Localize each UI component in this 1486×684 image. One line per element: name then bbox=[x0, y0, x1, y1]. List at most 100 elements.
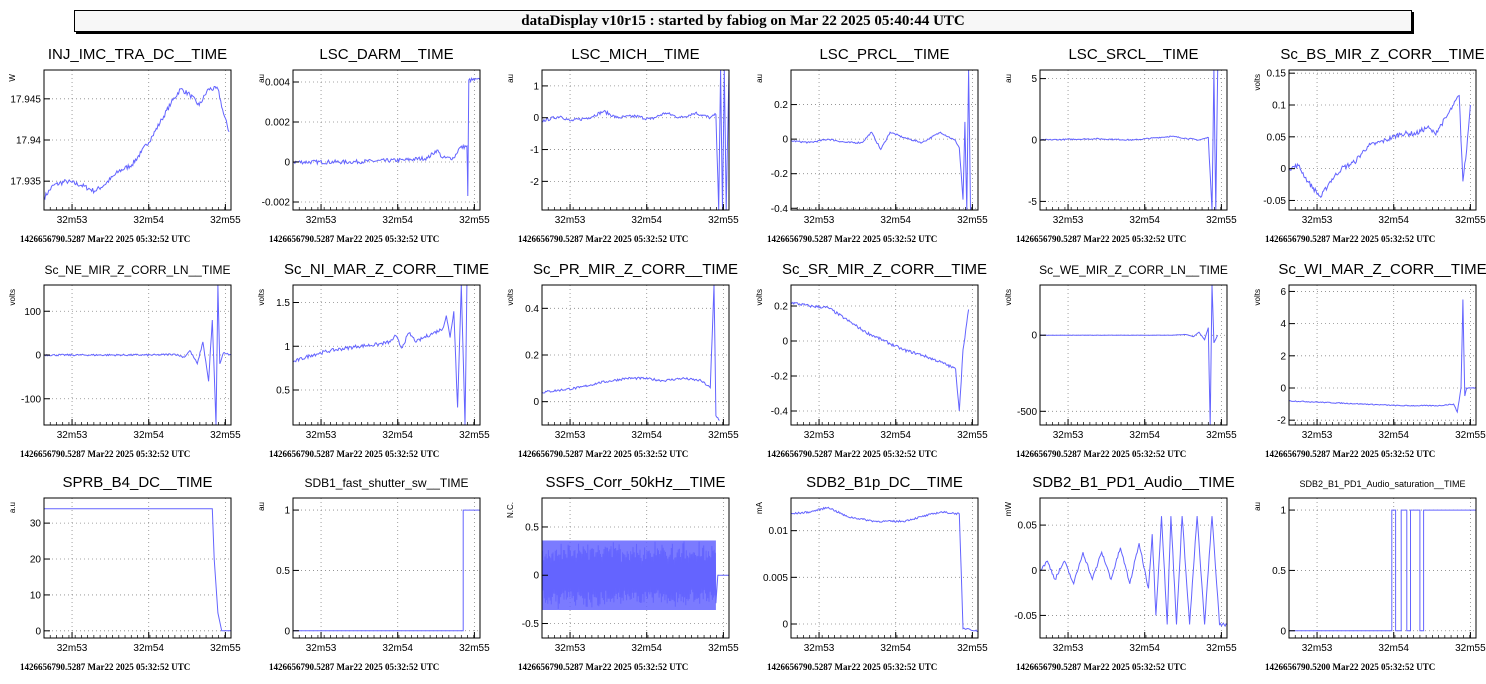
plot-title: SSFS_Corr_50kHz__TIME bbox=[545, 474, 725, 491]
trace-line bbox=[791, 69, 971, 211]
x-tick-label: 32m54 bbox=[1129, 215, 1160, 226]
y-tick-label: -500 bbox=[1017, 407, 1037, 418]
y-tick-label: 0 bbox=[782, 135, 788, 146]
y-tick-label: -100 bbox=[21, 394, 41, 405]
y-tick-label: 20 bbox=[30, 555, 42, 566]
x-tick-label: 32m53 bbox=[57, 215, 88, 226]
x-tick-label: 32m55 bbox=[1455, 643, 1486, 654]
gps-timestamp: 1426656790.5200 Mar22 2025 05:32:52 UTC bbox=[1265, 662, 1435, 672]
plot-title: LSC_PRCL__TIME bbox=[819, 46, 949, 63]
gps-timestamp: 1426656790.5287 Mar22 2025 05:32:52 UTC bbox=[767, 662, 937, 672]
plot-title: INJ_IMC_TRA_DC__TIME bbox=[48, 46, 227, 63]
y-tick-label: -0.2 bbox=[771, 169, 789, 180]
y-axis-unit: au bbox=[1004, 74, 1013, 83]
y-tick-label: 0.05 bbox=[1018, 521, 1038, 532]
y-tick-label: 1 bbox=[284, 342, 290, 353]
y-tick-label: 1 bbox=[1280, 506, 1286, 517]
y-tick-label: 1 bbox=[533, 81, 539, 92]
x-tick-label: 32m53 bbox=[1302, 430, 1333, 441]
x-tick-label: 32m55 bbox=[708, 215, 739, 226]
plot-17: SDB2_B1_PD1_Audio__TIME mW 32m53 32m54 32m55… bbox=[1004, 474, 1237, 672]
x-tick-label: 32m55 bbox=[210, 430, 241, 441]
x-tick-label: 32m53 bbox=[306, 430, 337, 441]
y-tick-label: 0.2 bbox=[774, 100, 788, 111]
y-tick-label: 0 bbox=[533, 113, 539, 124]
y-tick-label: 0 bbox=[1031, 566, 1037, 577]
y-axis-unit: volts bbox=[1253, 289, 1262, 305]
gps-timestamp: 1426656790.5287 Mar22 2025 05:32:52 UTC bbox=[269, 662, 439, 672]
y-tick-label: 0 bbox=[35, 626, 41, 637]
y-tick-label: -2 bbox=[530, 177, 539, 188]
gps-timestamp: 1426656790.5287 Mar22 2025 05:32:52 UTC bbox=[20, 662, 190, 672]
trace-line bbox=[293, 509, 480, 632]
y-axis-unit: volts bbox=[8, 289, 17, 305]
y-tick-label: 0.1 bbox=[1272, 101, 1286, 112]
y-tick-label: 0 bbox=[35, 351, 41, 362]
y-tick-label: 1 bbox=[284, 506, 290, 517]
y-tick-label: -1 bbox=[530, 145, 539, 156]
trace-line bbox=[541, 284, 720, 421]
y-tick-label: 0 bbox=[1280, 626, 1286, 637]
y-tick-label: 0.5 bbox=[276, 566, 290, 577]
plot-title: Sc_BS_MIR_Z_CORR__TIME bbox=[1280, 46, 1484, 63]
y-tick-label: -0.05 bbox=[1263, 196, 1286, 207]
y-tick-label: 0 bbox=[1031, 136, 1037, 147]
y-tick-label: 30 bbox=[30, 519, 42, 530]
plot-title: SDB2_B1p_DC__TIME bbox=[806, 474, 963, 491]
y-tick-label: 0 bbox=[782, 620, 788, 631]
y-axis-unit: a.u bbox=[8, 502, 17, 513]
y-tick-label: 0.005 bbox=[763, 573, 788, 584]
x-tick-label: 32m55 bbox=[1206, 215, 1237, 226]
x-tick-label: 32m55 bbox=[708, 430, 739, 441]
x-tick-label: 32m55 bbox=[210, 643, 241, 654]
plot-title: LSC_MICH__TIME bbox=[571, 46, 699, 63]
trace-envelope bbox=[542, 540, 716, 610]
x-tick-label: 32m53 bbox=[555, 215, 586, 226]
plot-16: SDB2_B1p_DC__TIME mA 32m53 32m54 32m55 0 0.005… bbox=[755, 474, 988, 672]
y-tick-label: 0.2 bbox=[525, 351, 539, 362]
trace-line bbox=[292, 76, 481, 197]
plot-title: Sc_WE_MIR_Z_CORR_LN__TIME bbox=[1039, 263, 1228, 277]
y-tick-label: 0.4 bbox=[525, 304, 539, 315]
y-tick-label: 0 bbox=[1280, 383, 1286, 394]
trace-line bbox=[1288, 94, 1471, 199]
x-tick-label: 32m53 bbox=[1302, 643, 1333, 654]
x-tick-label: 32m55 bbox=[1206, 430, 1237, 441]
y-tick-label: 17.935 bbox=[10, 177, 41, 188]
x-tick-label: 32m53 bbox=[57, 430, 88, 441]
y-tick-label: 0.15 bbox=[1267, 69, 1287, 80]
y-tick-label: -0.002 bbox=[262, 198, 291, 209]
y-axis-unit: mW bbox=[1004, 502, 1013, 517]
plot-title: SDB2_B1_PD1_Audio_saturation__TIME bbox=[1299, 479, 1465, 489]
y-tick-label: 1.5 bbox=[276, 298, 290, 309]
y-tick-label: 4 bbox=[1280, 319, 1286, 330]
y-tick-label: -0.4 bbox=[771, 407, 789, 418]
display-title: dataDisplay v10r15 : started by fabiog o… bbox=[74, 10, 1412, 32]
gps-timestamp: 1426656790.5287 Mar22 2025 05:32:52 UTC bbox=[1265, 449, 1435, 459]
x-tick-label: 32m53 bbox=[1053, 430, 1084, 441]
x-tick-label: 32m55 bbox=[459, 643, 490, 654]
x-tick-label: 32m53 bbox=[306, 643, 337, 654]
y-tick-label: 10 bbox=[30, 590, 42, 601]
x-tick-label: 32m54 bbox=[1129, 643, 1160, 654]
y-tick-label: -2 bbox=[1277, 416, 1286, 427]
trace-line bbox=[1039, 284, 1219, 426]
x-tick-label: 32m54 bbox=[1378, 643, 1409, 654]
x-tick-label: 32m55 bbox=[459, 430, 490, 441]
y-tick-label: -0.05 bbox=[1014, 611, 1037, 622]
y-tick-label: -0.5 bbox=[522, 619, 540, 630]
x-tick-label: 32m54 bbox=[382, 215, 413, 226]
y-tick-label: 6 bbox=[1280, 287, 1286, 298]
x-tick-label: 32m55 bbox=[708, 643, 739, 654]
gps-timestamp: 1426656790.5287 Mar22 2025 05:32:52 UTC bbox=[269, 234, 439, 244]
y-tick-label: 100 bbox=[24, 307, 41, 318]
trace-line bbox=[1289, 509, 1476, 632]
